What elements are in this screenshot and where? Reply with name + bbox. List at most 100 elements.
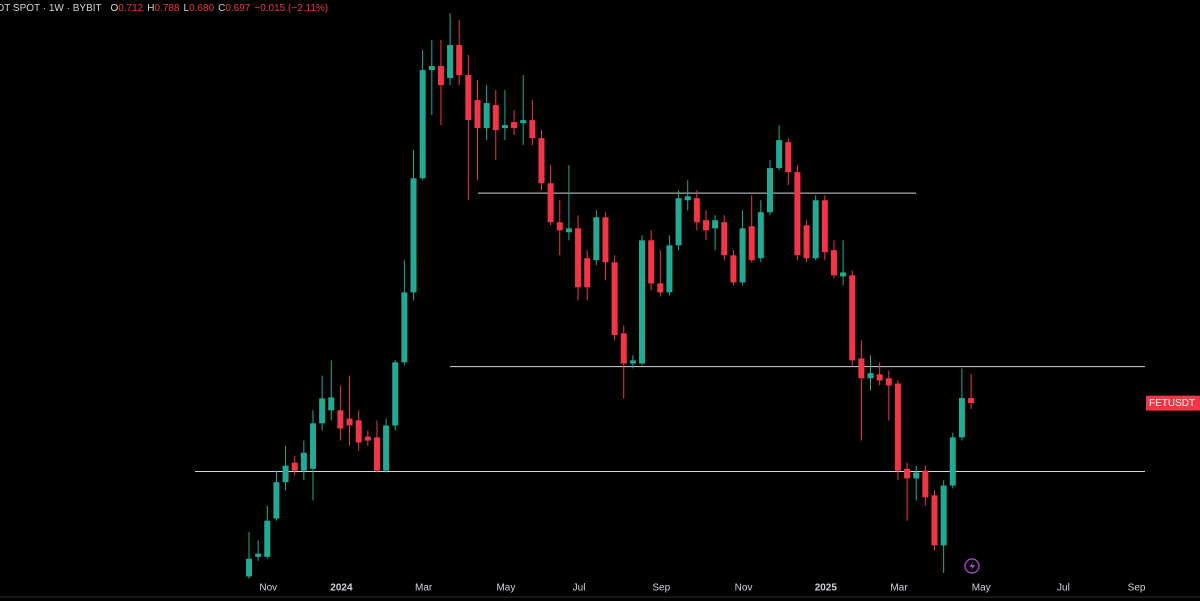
price-label: FETUSDT xyxy=(1149,398,1195,409)
candle-body xyxy=(255,553,262,557)
candle-body xyxy=(794,172,801,256)
candle-body xyxy=(538,138,545,184)
candle-body xyxy=(840,272,847,277)
candle-body xyxy=(602,217,609,263)
candle-body xyxy=(949,437,956,486)
x-tick-label: 2024 xyxy=(330,583,353,594)
candle-body xyxy=(675,198,682,246)
candle-body xyxy=(492,105,499,131)
candle-body xyxy=(830,250,837,276)
candle-body xyxy=(437,66,444,86)
candle-body xyxy=(648,240,655,284)
candle-body xyxy=(611,262,618,336)
candle-body xyxy=(639,240,646,364)
candle-body xyxy=(584,258,591,288)
candle-body xyxy=(922,470,929,498)
candle-body xyxy=(419,70,426,179)
chart-header: DT SPOT · 1W · BYBIT O0.712 H0.788 L0.680 C… xyxy=(0,3,332,14)
candle-body xyxy=(483,103,490,129)
candle-body xyxy=(328,397,335,411)
candle-body xyxy=(282,465,289,483)
candle-body xyxy=(392,362,399,426)
candle-body xyxy=(821,200,828,253)
candle-body xyxy=(785,142,792,173)
replay-icon xyxy=(964,558,980,574)
candle-body xyxy=(575,228,582,288)
candle-body xyxy=(428,66,435,71)
candle-body xyxy=(373,437,380,471)
ohlc-value: 0.788 xyxy=(154,3,180,14)
candle-body xyxy=(684,196,691,201)
candle-body xyxy=(757,212,764,259)
x-tick-label: Nov xyxy=(735,583,753,594)
ohlc-value: 0.712 xyxy=(118,3,144,14)
candle-body xyxy=(739,228,746,283)
candle-body xyxy=(447,45,454,79)
ohlc-key: O xyxy=(110,3,119,14)
candle-body xyxy=(501,125,508,129)
candle-body xyxy=(968,398,975,404)
candle-body xyxy=(300,452,307,471)
candle-body xyxy=(264,520,271,557)
x-tick-label: Mar xyxy=(415,583,433,594)
candle-body xyxy=(291,462,298,471)
candle-body xyxy=(520,120,527,124)
x-tick-label: Mar xyxy=(890,583,908,594)
candle-body xyxy=(309,423,316,469)
candle-body xyxy=(456,45,463,76)
ohlc-value: 0.697 xyxy=(225,3,251,14)
candle-body xyxy=(913,472,920,479)
candle-body xyxy=(364,436,371,441)
x-tick-label: Nov xyxy=(259,583,277,594)
x-tick-label: Sep xyxy=(652,583,670,594)
candle-body xyxy=(465,75,472,121)
candle-body xyxy=(593,217,600,261)
candle-body xyxy=(766,168,773,213)
candle-body xyxy=(383,425,390,471)
ohlc-key: L xyxy=(183,3,190,14)
candle-body xyxy=(748,226,755,261)
candle-body xyxy=(712,220,719,229)
candle-body xyxy=(904,468,911,479)
candle-body xyxy=(319,398,326,424)
candle-body xyxy=(849,275,856,361)
x-tick-label: May xyxy=(972,583,991,594)
x-tick-label: Jul xyxy=(1057,583,1070,594)
candle-body xyxy=(693,198,700,223)
ohlc-value: 0.680 xyxy=(189,3,215,14)
x-tick-label: 2025 xyxy=(815,583,838,594)
candle-body xyxy=(721,222,728,256)
candle-body xyxy=(657,283,664,293)
candle-body xyxy=(885,378,892,386)
candle-body xyxy=(803,225,810,259)
candle-body xyxy=(511,122,518,129)
candle-body xyxy=(474,100,481,129)
candle-body xyxy=(410,178,417,293)
candle-body xyxy=(894,383,901,471)
candle-body xyxy=(547,183,554,223)
x-tick-label: May xyxy=(496,583,515,594)
candle-body xyxy=(776,140,783,169)
candle-body xyxy=(337,410,344,429)
symbol: DT SPOT · 1W · BYBIT xyxy=(0,3,102,14)
candle-body xyxy=(730,255,737,283)
ohlc-key: H xyxy=(147,3,155,14)
candle-body xyxy=(629,360,636,364)
candle-body xyxy=(401,292,408,363)
candle-body xyxy=(666,245,673,293)
candle-body xyxy=(940,485,947,546)
candle-body xyxy=(703,220,709,231)
candle-body xyxy=(931,495,938,546)
candle-body xyxy=(858,358,865,379)
candle-body xyxy=(812,200,819,259)
x-tick-label: Jul xyxy=(573,583,586,594)
candle-body xyxy=(565,228,572,233)
x-tick-label: Sep xyxy=(1128,583,1146,594)
candle-body xyxy=(355,420,362,443)
candle-body xyxy=(273,482,280,519)
candle-body xyxy=(867,373,874,379)
candle-body xyxy=(620,333,627,364)
candle-body xyxy=(958,398,965,438)
